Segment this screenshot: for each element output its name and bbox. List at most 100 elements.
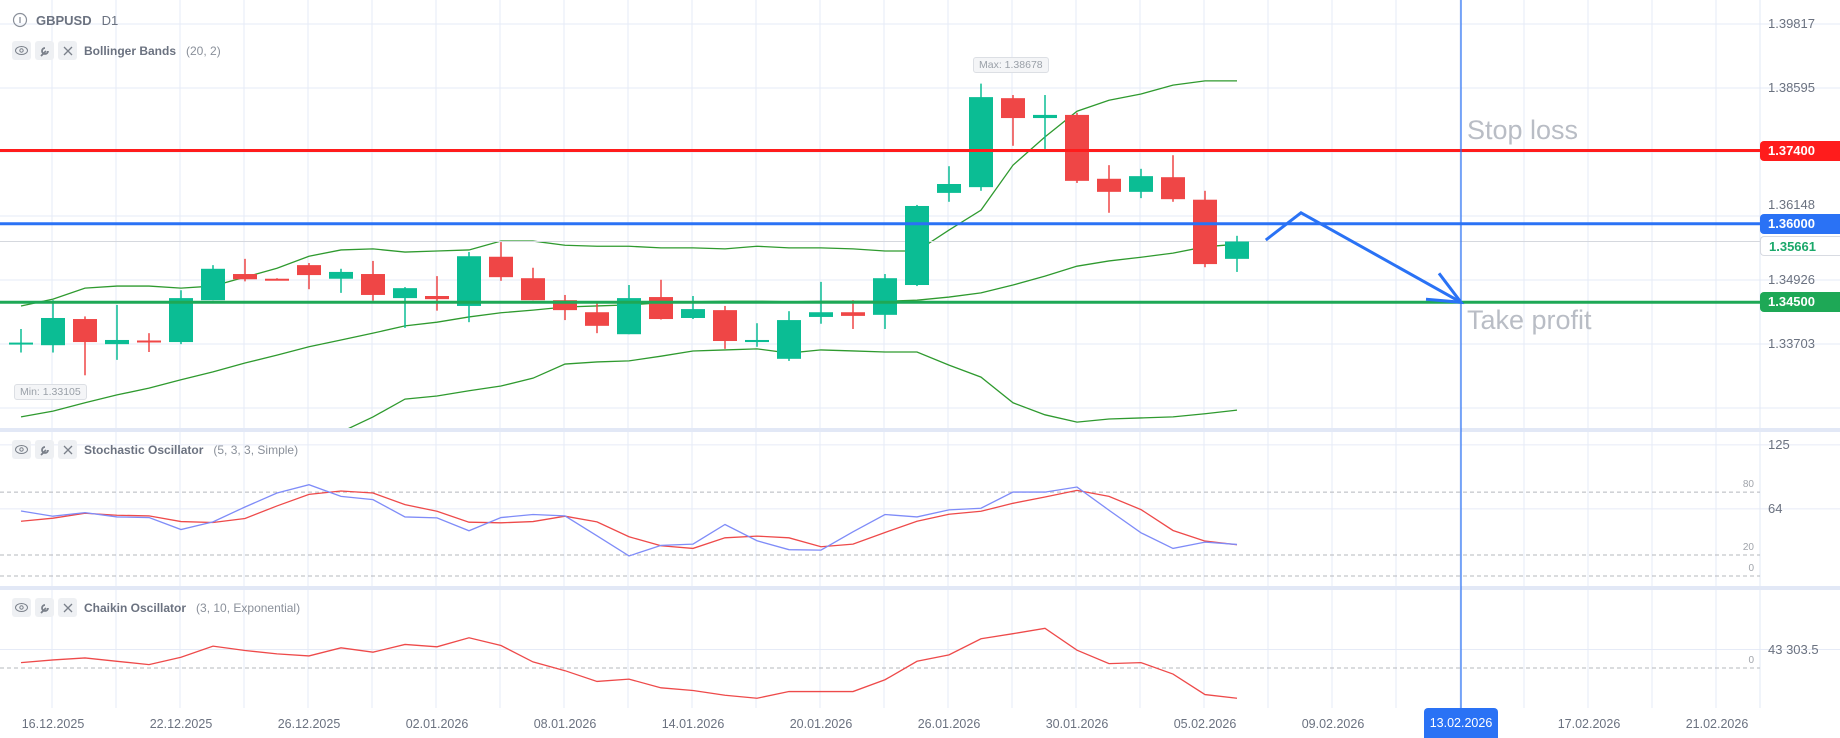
date-tick-label: 08.01.2026: [533, 717, 597, 731]
candle-body: [9, 342, 33, 345]
candle-body: [393, 288, 417, 299]
take-profit-price-label[interactable]: 1.34500: [1760, 292, 1840, 312]
chaikin-pane[interactable]: [0, 627, 1760, 699]
candle: [137, 333, 161, 353]
date-tick-label: 20.01.2026: [789, 717, 853, 731]
candle: [969, 83, 993, 191]
date-tick-label: 14.01.2026: [661, 717, 725, 731]
stochastic-tick-label: 64: [1768, 500, 1783, 516]
candle: [649, 279, 673, 320]
stochastic-pane[interactable]: [0, 484, 1760, 577]
candle: [745, 323, 769, 347]
settings-button[interactable]: [35, 598, 54, 617]
date-tick-label: 16.12.2025: [21, 717, 85, 731]
timeframe[interactable]: D1: [101, 12, 119, 28]
bollinger-lower-band: [348, 348, 1238, 428]
wrench-icon: [39, 445, 49, 456]
price-tick-label: 1.34926: [1768, 271, 1815, 287]
candle-body: [1065, 114, 1089, 181]
candle-body: [265, 278, 289, 281]
candle: [1161, 155, 1185, 202]
remove-indicator-button[interactable]: [58, 598, 77, 617]
indicator-params: (3, 10, Exponential): [196, 600, 301, 615]
settings-button[interactable]: [35, 41, 54, 60]
date-tick-label: 17.02.2026: [1557, 717, 1621, 731]
remove-indicator-button[interactable]: [58, 440, 77, 459]
candle-body: [841, 312, 865, 316]
symbol-name: GBPUSD: [36, 12, 92, 28]
candle-body: [1001, 98, 1025, 119]
chaikin-line: [20, 627, 1238, 699]
forecast-arrow-line: [1264, 210, 1462, 304]
candle: [201, 265, 225, 301]
pane-separator[interactable]: [0, 586, 1840, 590]
candle: [1065, 112, 1089, 183]
candle-body: [233, 274, 257, 280]
candle: [169, 290, 193, 345]
candle: [713, 305, 737, 349]
candle-body: [489, 256, 513, 278]
candle-body: [873, 278, 897, 315]
candle-body: [1225, 241, 1249, 259]
entry-price-label[interactable]: 1.36000: [1760, 214, 1840, 234]
stochastic-level-label: 20: [1742, 542, 1754, 554]
close-icon: [63, 603, 72, 612]
symbol-header: GBPUSD D1: [12, 12, 118, 28]
visibility-toggle-button[interactable]: [12, 440, 31, 459]
take-profit-text[interactable]: Take profit: [1467, 305, 1592, 335]
visibility-toggle-button[interactable]: [12, 598, 31, 617]
date-tick-label: 05.02.2026: [1173, 717, 1237, 731]
candle-body: [1129, 176, 1153, 192]
candle-body: [969, 97, 993, 188]
candle: [553, 294, 577, 321]
candle-body: [937, 183, 961, 193]
candle: [1225, 235, 1249, 272]
wrench-icon: [39, 603, 49, 614]
candle-body: [713, 310, 737, 342]
candle: [681, 296, 705, 320]
candle: [1097, 165, 1121, 213]
candle: [777, 311, 801, 361]
visibility-toggle-button[interactable]: [12, 41, 31, 60]
candle-body: [681, 309, 705, 318]
candle-body: [617, 298, 641, 335]
pane-separator[interactable]: [0, 428, 1840, 432]
close-icon: [63, 445, 72, 454]
candle-body: [1193, 199, 1217, 265]
candle-body: [745, 339, 769, 343]
candle-body: [361, 274, 385, 295]
candle-body: [1033, 114, 1057, 119]
remove-indicator-button[interactable]: [58, 41, 77, 60]
info-icon[interactable]: [12, 12, 28, 28]
indicator-name: Chaikin Oscillator: [84, 600, 187, 615]
candle: [457, 252, 481, 323]
price-tick-label: 1.36148: [1768, 197, 1815, 212]
wrench-icon: [39, 46, 49, 57]
price-pane[interactable]: [0, 80, 1760, 520]
settings-button[interactable]: [35, 440, 54, 459]
candle-body: [105, 339, 129, 345]
candle-body: [521, 278, 545, 301]
chaikin-level-label: 0: [1748, 655, 1754, 666]
candle-body: [777, 320, 801, 359]
stochastic-level-label: 80: [1742, 479, 1754, 491]
stop-loss-text[interactable]: Stop loss: [1467, 115, 1579, 145]
candle-body: [297, 265, 321, 276]
candle: [873, 274, 897, 329]
candle: [425, 276, 449, 311]
candle: [41, 300, 65, 353]
candle: [73, 316, 97, 376]
stochastic-k-line: [20, 484, 1238, 557]
candle: [329, 268, 353, 293]
eye-icon: [15, 46, 28, 55]
candle: [1033, 95, 1057, 149]
stop-loss-price-label[interactable]: 1.37400: [1760, 141, 1840, 161]
candle: [905, 204, 929, 287]
candle-body: [73, 319, 97, 343]
price-tick-label: 1.38595: [1768, 79, 1815, 95]
candle-body: [585, 312, 609, 326]
candle-body: [425, 296, 449, 300]
candle: [297, 263, 321, 290]
candle-body: [169, 298, 193, 343]
